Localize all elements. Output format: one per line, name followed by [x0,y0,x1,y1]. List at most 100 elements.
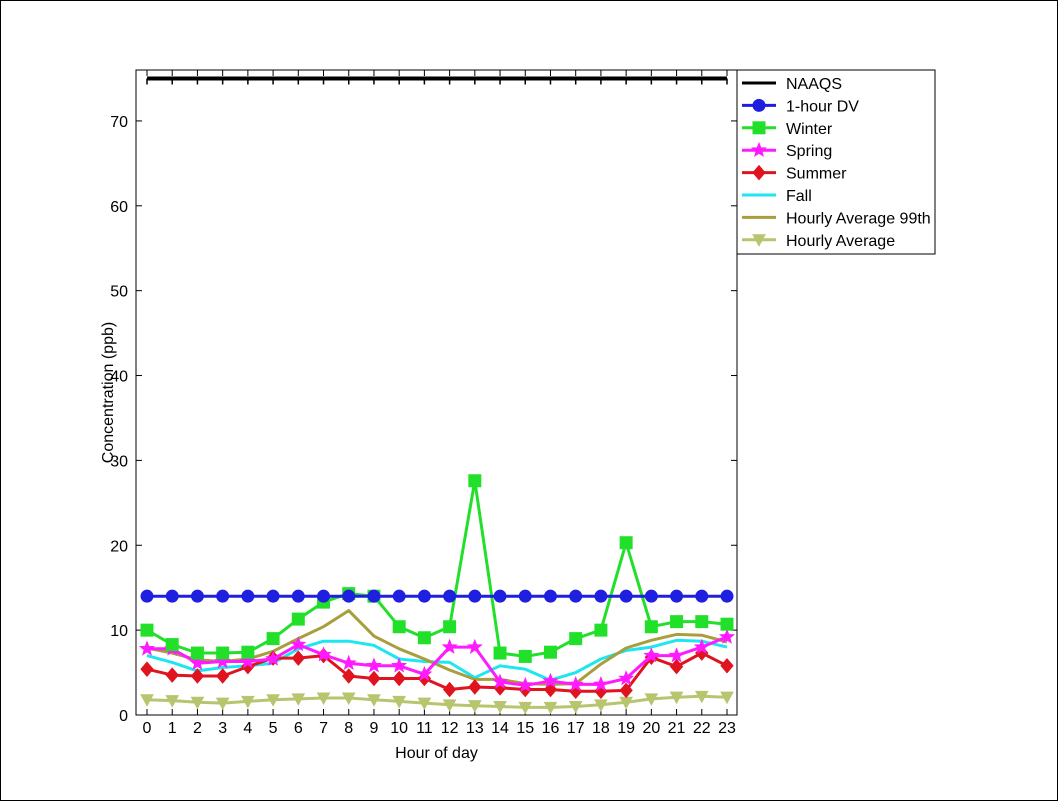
data-point [442,681,457,698]
data-point [594,623,608,637]
data-point [619,536,633,550]
data-point [140,694,154,707]
x-tick-label: 6 [294,720,303,737]
series-1-hour-dv [140,589,734,603]
data-point [493,646,507,660]
legend-swatch-marker [752,121,766,135]
x-axis-title: Hour of day [395,745,478,762]
data-point [140,661,154,677]
data-point [391,657,408,673]
y-tick-label: 20 [110,538,128,555]
legend-label: Hourly Average 99th [786,210,931,227]
y-tick-label: 70 [110,114,128,131]
data-point [190,696,205,710]
data-point [468,679,482,695]
data-point [266,694,280,707]
data-point [493,701,507,714]
data-point [291,650,305,666]
data-point [291,589,305,603]
x-tick-label: 19 [617,720,635,737]
y-tick-label: 40 [110,369,128,386]
legend-item: Winter [742,121,833,138]
legend-label: Winter [786,121,833,138]
series-line [146,694,728,709]
data-point [241,695,255,709]
data-point [569,632,583,646]
data-point [468,474,482,488]
x-tick-label: 2 [193,720,202,737]
y-tick-label: 50 [110,284,128,301]
data-point [241,645,255,659]
y-tick-label: 0 [119,708,128,725]
data-point [669,658,684,675]
y-tick-label: 10 [110,623,128,640]
data-point [670,615,684,629]
data-point [216,589,230,603]
data-point [215,697,230,711]
data-point [442,699,457,712]
legend-label: Hourly Average [786,233,895,250]
legend-swatch-marker [752,234,766,247]
data-point [216,646,230,660]
data-point [416,665,433,682]
data-point [316,692,331,706]
x-tick-label: 17 [567,720,585,737]
data-point [290,636,307,652]
legend-label: Summer [786,166,847,183]
data-point [468,589,482,603]
data-point [669,691,684,705]
data-point [266,632,280,646]
data-point [668,647,685,663]
data-point [493,589,507,603]
data-point [467,700,482,713]
data-point [340,654,357,671]
x-tick-label: 16 [542,720,560,737]
data-point [718,628,736,644]
data-point [189,654,206,671]
legend-swatch-marker [750,141,768,158]
data-point [367,670,381,687]
x-tick-label: 21 [668,720,686,737]
x-tick-label: 9 [370,720,379,737]
data-point [492,673,509,689]
y-tick-label: 60 [110,199,128,216]
data-point [518,649,532,663]
data-point [417,697,432,711]
x-tick-label: 11 [416,720,433,737]
data-point [140,589,154,603]
data-point [644,620,658,634]
data-point [165,638,179,652]
data-point [190,589,204,603]
data-point [720,617,734,631]
data-point [543,701,558,715]
data-point [341,692,356,706]
data-point [694,690,709,704]
data-point [190,668,205,684]
data-point [215,668,230,684]
data-point [542,672,559,688]
data-point [720,691,734,705]
legend-box [736,69,936,255]
x-tick-label: 3 [218,720,227,737]
data-point [367,589,381,603]
legend-label: Spring [786,143,832,160]
legend-label: 1-hour DV [786,98,859,115]
x-tick-label: 7 [319,720,328,737]
axes: 0 1 2 3 4 5 6 7 8 9 10 11 12 13 14 15 16 17 18 19 20 21 22 2301… [110,70,737,737]
data-point [367,694,381,707]
x-tick-label: 15 [516,720,534,737]
data-point [392,695,407,709]
series-winter [140,474,734,663]
legend-label: NAAQS [786,76,842,93]
data-point [138,640,156,656]
data-point [190,646,204,660]
legend-label: Fall [786,188,812,205]
x-tick-label: 4 [243,720,252,737]
data-point [392,670,406,687]
data-point [619,682,633,699]
data-point [417,631,431,645]
data-point [266,589,280,603]
data-point [695,589,709,603]
data-point [239,653,256,669]
x-tick-label: 12 [441,720,459,737]
